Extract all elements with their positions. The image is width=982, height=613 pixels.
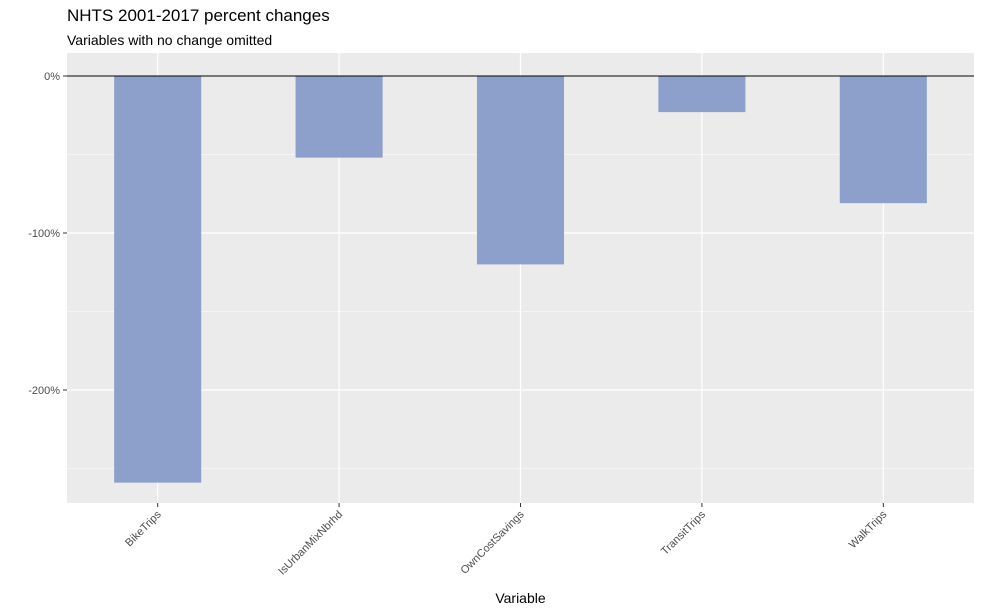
x-axis: BikeTrips IsUrbanMixNbrhd OwnCostSavings Tr…: [123, 503, 890, 578]
y-tick-label: -200%: [28, 385, 60, 397]
bar-walktrips: [839, 76, 927, 204]
bar-transittrips: [658, 76, 746, 113]
x-tick-label: OwnCostSavings: [458, 508, 526, 576]
bar-owncostsavings: [476, 76, 565, 265]
x-tick-label: WalkTrips: [847, 508, 890, 551]
bar-isurbanmixnbrhd: [295, 76, 383, 158]
x-tick-label: BikeTrips: [123, 508, 164, 549]
y-axis: 0% -100% -200%: [28, 71, 67, 397]
x-tick-label: TransitTrips: [659, 508, 708, 557]
chart-title: NHTS 2001-2017 percent changes: [67, 6, 330, 25]
y-tick-label: -100%: [28, 228, 60, 240]
bar-biketrips: [114, 76, 202, 483]
y-tick-label: 0%: [44, 71, 60, 83]
bars: [114, 76, 927, 483]
x-tick-label: IsUrbanMixNbrhd: [276, 509, 345, 578]
chart-subtitle: Variables with no change omitted: [67, 32, 273, 48]
x-axis-title: Variable: [495, 590, 546, 606]
